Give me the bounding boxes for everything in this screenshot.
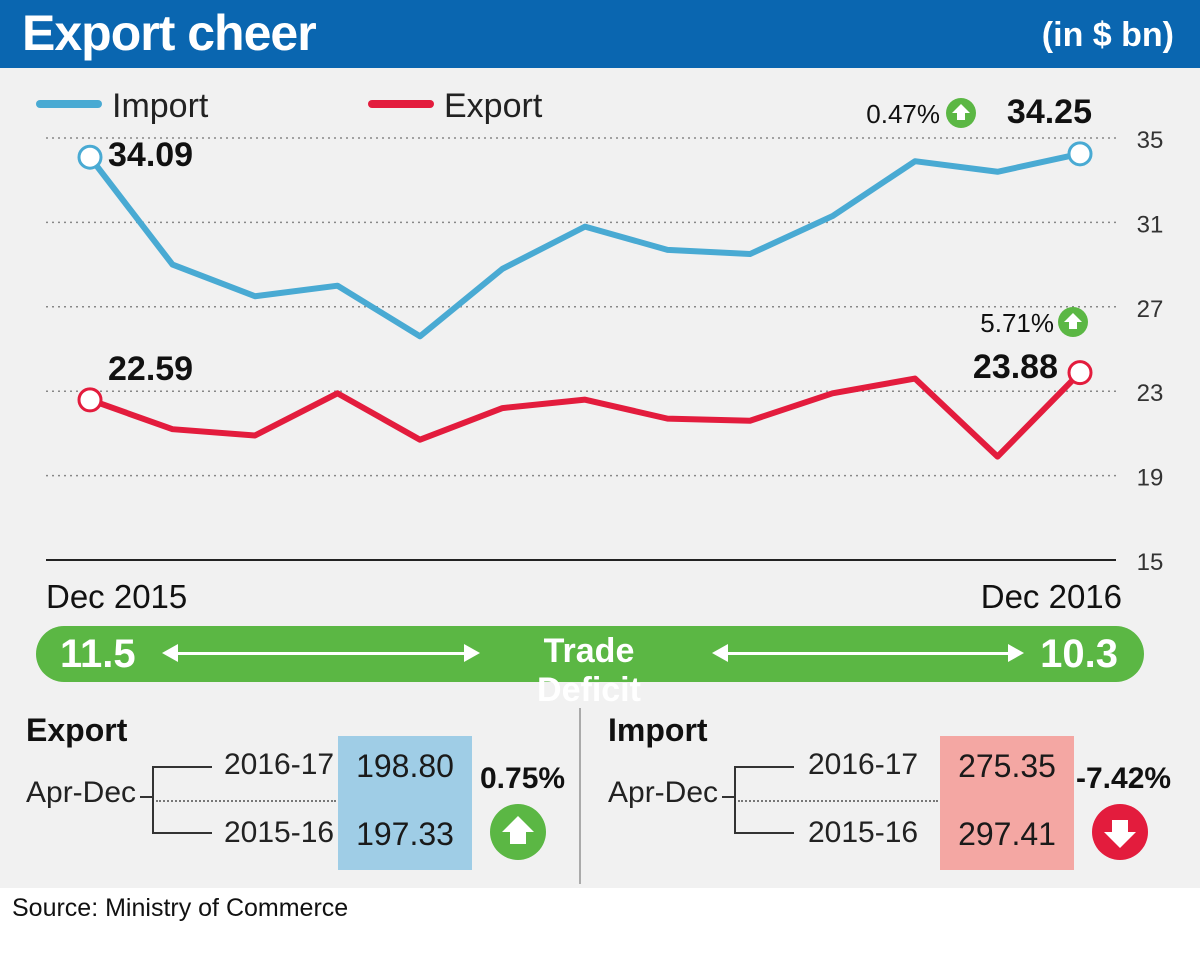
deficit-start-value: 11.5 [60,632,136,676]
bracket [152,766,154,832]
deficit-arrow-right [712,644,1024,662]
import-summary: Import Apr-Dec 2016-17 2015-16 275.35 29… [608,700,1188,880]
export-start-label: 22.59 [108,350,193,388]
import-change: -7.42% [1076,762,1172,795]
series-line-import [87,150,1083,340]
end-point-import [77,144,103,170]
arrow-right-head-icon [1008,644,1024,662]
y-tick-label: 23 [1137,380,1164,407]
badge-arrow [1064,313,1082,329]
y-tick-label: 31 [1137,211,1164,238]
export-up-arrow-icon [1058,307,1088,337]
series-line-export [87,369,1083,460]
x-tick-label: Dec 2016 [981,578,1122,615]
unit-label: (in $ bn) [1041,16,1174,54]
export-summary: Export Apr-Dec 2016-17 2015-16 198.80 19… [26,700,576,880]
import-up-arrow-icon [946,98,976,128]
summary-divider [579,708,581,884]
arrow-left-head-icon [162,644,178,662]
line-chart: 35 31 27 23 19 15 Dec 2015 Dec 2016 Import Expor… [36,87,1164,615]
bracket-stub [140,796,152,798]
y-tick-label: 19 [1137,465,1164,492]
end-point-export [77,387,103,413]
header-bar: Export cheer (in $ bn) [0,0,1200,68]
export-end-label: 23.88 [973,348,1058,386]
export-period: Apr-Dec [26,776,137,809]
bracket-stub [722,796,734,798]
export-value-1: 198.80 [356,748,454,784]
bracket-bottom [734,832,794,834]
arrow-right-head-icon [464,644,480,662]
end-point-export [1067,360,1093,386]
x-tick-label: Dec 2015 [46,578,187,615]
bracket-bottom [152,832,212,834]
arrow-left-head-icon [712,644,728,662]
bracket [734,766,736,832]
chart-title: Export cheer [22,5,317,61]
y-tick-label: 15 [1137,549,1164,576]
deficit-arrow-left [162,644,480,662]
export-value-2: 197.33 [356,816,454,852]
import-year-1: 2016-17 [808,748,919,781]
import-value-1: 275.35 [958,748,1056,784]
export-year-1: 2016-17 [224,748,335,781]
y-tick-label: 35 [1137,127,1164,154]
import-end-label: 34.25 [1007,93,1092,131]
legend-label-import: Import [112,87,209,125]
export-change-label: 5.71% [980,308,1054,338]
end-point-import [1067,141,1093,167]
import-value-box: 275.35 297.41 [940,736,1074,870]
y-tick-label: 27 [1137,296,1164,323]
dotted-divider [738,800,938,802]
bracket-top [734,766,794,768]
import-change-label: 0.47% [866,99,940,129]
legend-label-export: Export [444,87,543,125]
badge-arrow [952,104,970,120]
import-period: Apr-Dec [608,776,719,809]
import-year-2: 2015-16 [808,816,919,849]
export-year-2: 2015-16 [224,816,335,849]
bracket-top [152,766,212,768]
down-arrow-icon [1092,804,1148,860]
import-value-2: 297.41 [958,816,1056,852]
trade-deficit-bar: 11.5 Trade Deficit 10.3 [36,626,1144,709]
export-summary-title: Export [26,712,128,748]
dotted-divider [156,800,336,802]
export-change: 0.75% [480,762,566,795]
import-summary-title: Import [608,712,708,748]
up-arrow-icon [490,804,546,860]
import-start-label: 34.09 [108,136,193,174]
source-note: Source: Ministry of Commerce [12,894,349,922]
deficit-end-value: 10.3 [1040,632,1118,676]
deficit-label: Trade Deficit [537,632,641,709]
export-value-box: 198.80 197.33 [338,736,472,870]
